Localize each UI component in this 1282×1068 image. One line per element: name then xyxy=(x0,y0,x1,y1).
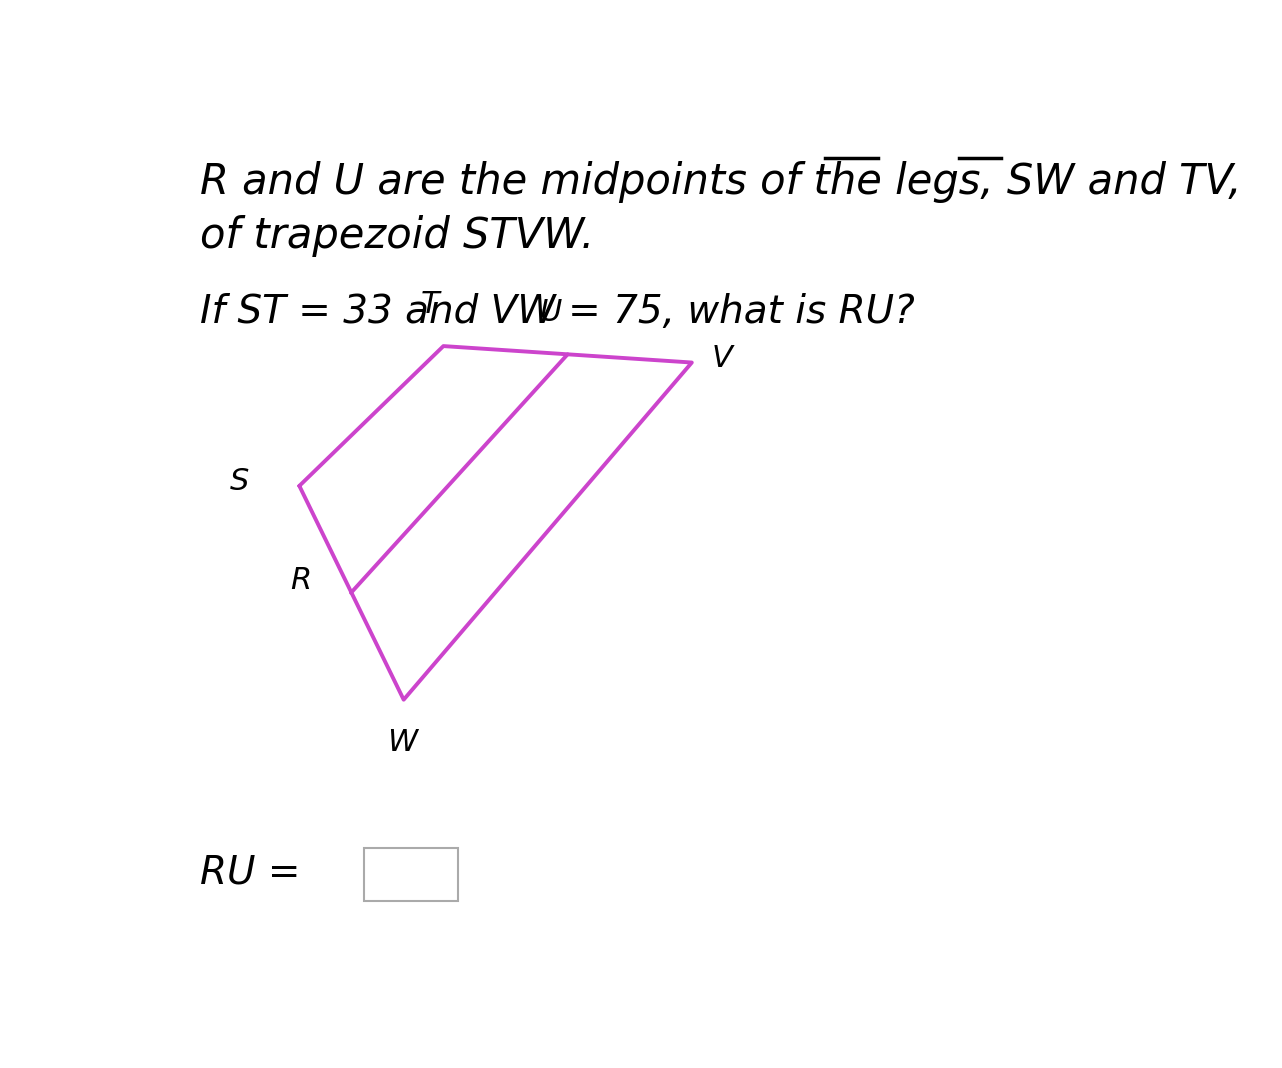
Text: V: V xyxy=(712,344,732,373)
FancyBboxPatch shape xyxy=(364,848,459,901)
Text: T: T xyxy=(422,289,440,319)
Text: R and U are the midpoints of the legs, SW and TV,: R and U are the midpoints of the legs, S… xyxy=(200,161,1241,203)
Text: of trapezoid STVW.: of trapezoid STVW. xyxy=(200,215,595,256)
Text: W: W xyxy=(387,728,417,757)
Text: If ST = 33 and VW = 75, what is RU?: If ST = 33 and VW = 75, what is RU? xyxy=(200,293,915,331)
Text: R and U are the midpoints of the legs, SW and TV,: R and U are the midpoints of the legs, S… xyxy=(200,161,1241,203)
Text: R: R xyxy=(290,566,312,595)
Text: U: U xyxy=(540,298,562,327)
Text: S: S xyxy=(231,468,250,497)
Text: RU =: RU = xyxy=(200,853,300,892)
